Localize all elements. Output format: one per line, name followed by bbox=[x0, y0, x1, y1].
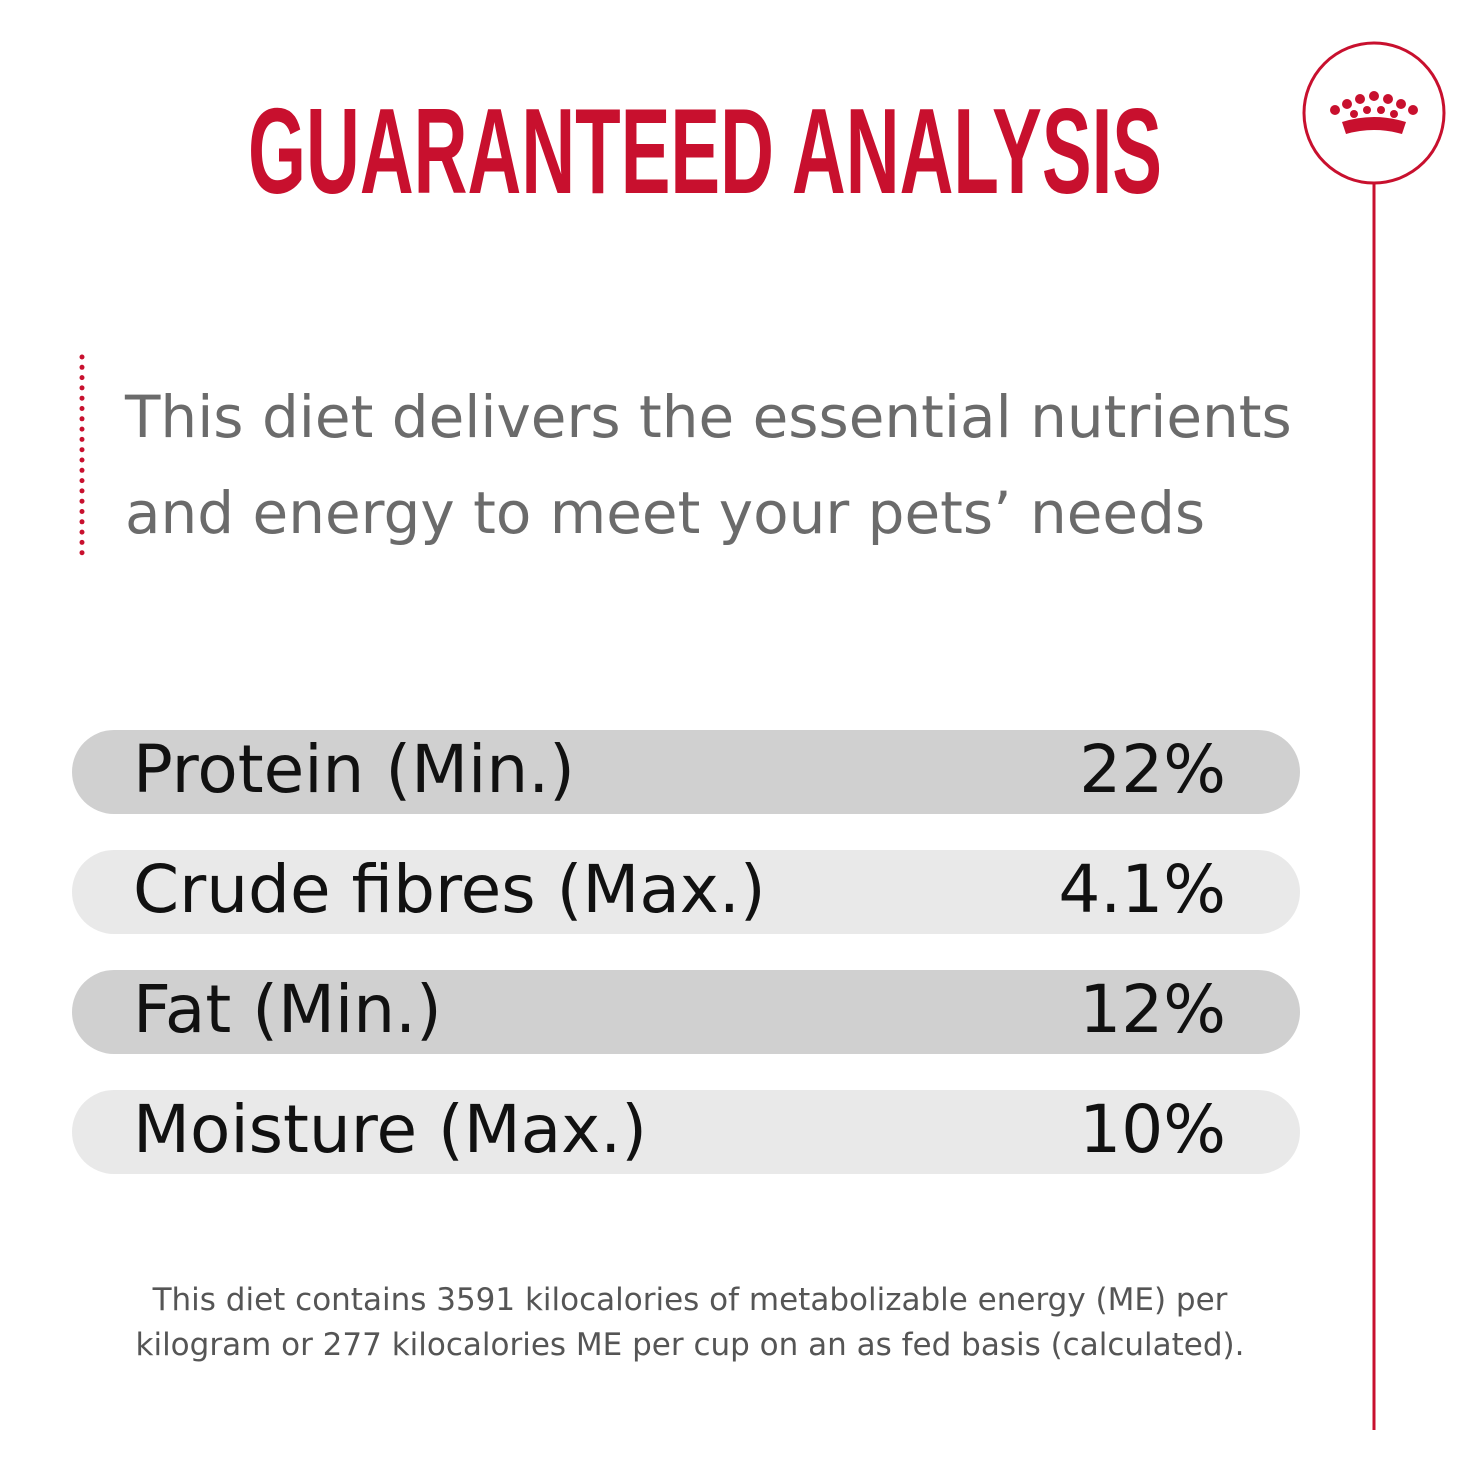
dot bbox=[79, 426, 85, 432]
row-value: 4.1% bbox=[1058, 851, 1226, 928]
dot bbox=[79, 509, 85, 514]
row-label: Protein (Min.) bbox=[133, 731, 575, 808]
footnote-line: This diet contains 3591 kilocalories of … bbox=[152, 1282, 1228, 1318]
row-value: 22% bbox=[1079, 731, 1226, 808]
dot bbox=[79, 488, 85, 494]
dot bbox=[79, 375, 85, 381]
dot bbox=[79, 385, 85, 391]
row-value: 12% bbox=[1079, 971, 1226, 1048]
row-label: Crude fibres (Max.) bbox=[133, 851, 766, 928]
row-label: Moisture (Max.) bbox=[133, 1091, 647, 1168]
dot bbox=[79, 539, 85, 545]
dot bbox=[79, 550, 85, 556]
dot bbox=[79, 416, 85, 422]
dot bbox=[79, 529, 85, 535]
dot bbox=[79, 395, 85, 401]
dot bbox=[79, 498, 85, 504]
dotted-rule bbox=[79, 354, 85, 556]
dot bbox=[79, 478, 85, 484]
intro-line: and energy to meet your pets’ needs bbox=[125, 479, 1205, 547]
row-background bbox=[72, 1090, 1300, 1174]
dot bbox=[79, 519, 85, 525]
dot bbox=[79, 457, 85, 463]
dot bbox=[79, 364, 85, 370]
dot bbox=[79, 447, 85, 453]
analysis-table: Protein (Min.) 22% Crude fibres (Max.) 4.1%… bbox=[72, 730, 1300, 1174]
row-background bbox=[72, 850, 1300, 934]
row-label: Fat (Min.) bbox=[133, 971, 442, 1048]
dot bbox=[79, 406, 85, 411]
row-value: 10% bbox=[1079, 1091, 1226, 1168]
row-background bbox=[72, 970, 1300, 1054]
title: GUARANTEED ANALYSIS bbox=[248, 83, 1162, 219]
footnote-line: kilogram or 277 kilocalories ME per cup … bbox=[136, 1327, 1245, 1363]
dot bbox=[79, 467, 85, 473]
row-background bbox=[72, 730, 1300, 814]
dot bbox=[79, 354, 85, 360]
logo bbox=[1302, 41, 1446, 1430]
dot bbox=[79, 436, 85, 442]
intro-line: This diet delivers the essential nutrien… bbox=[124, 383, 1292, 451]
